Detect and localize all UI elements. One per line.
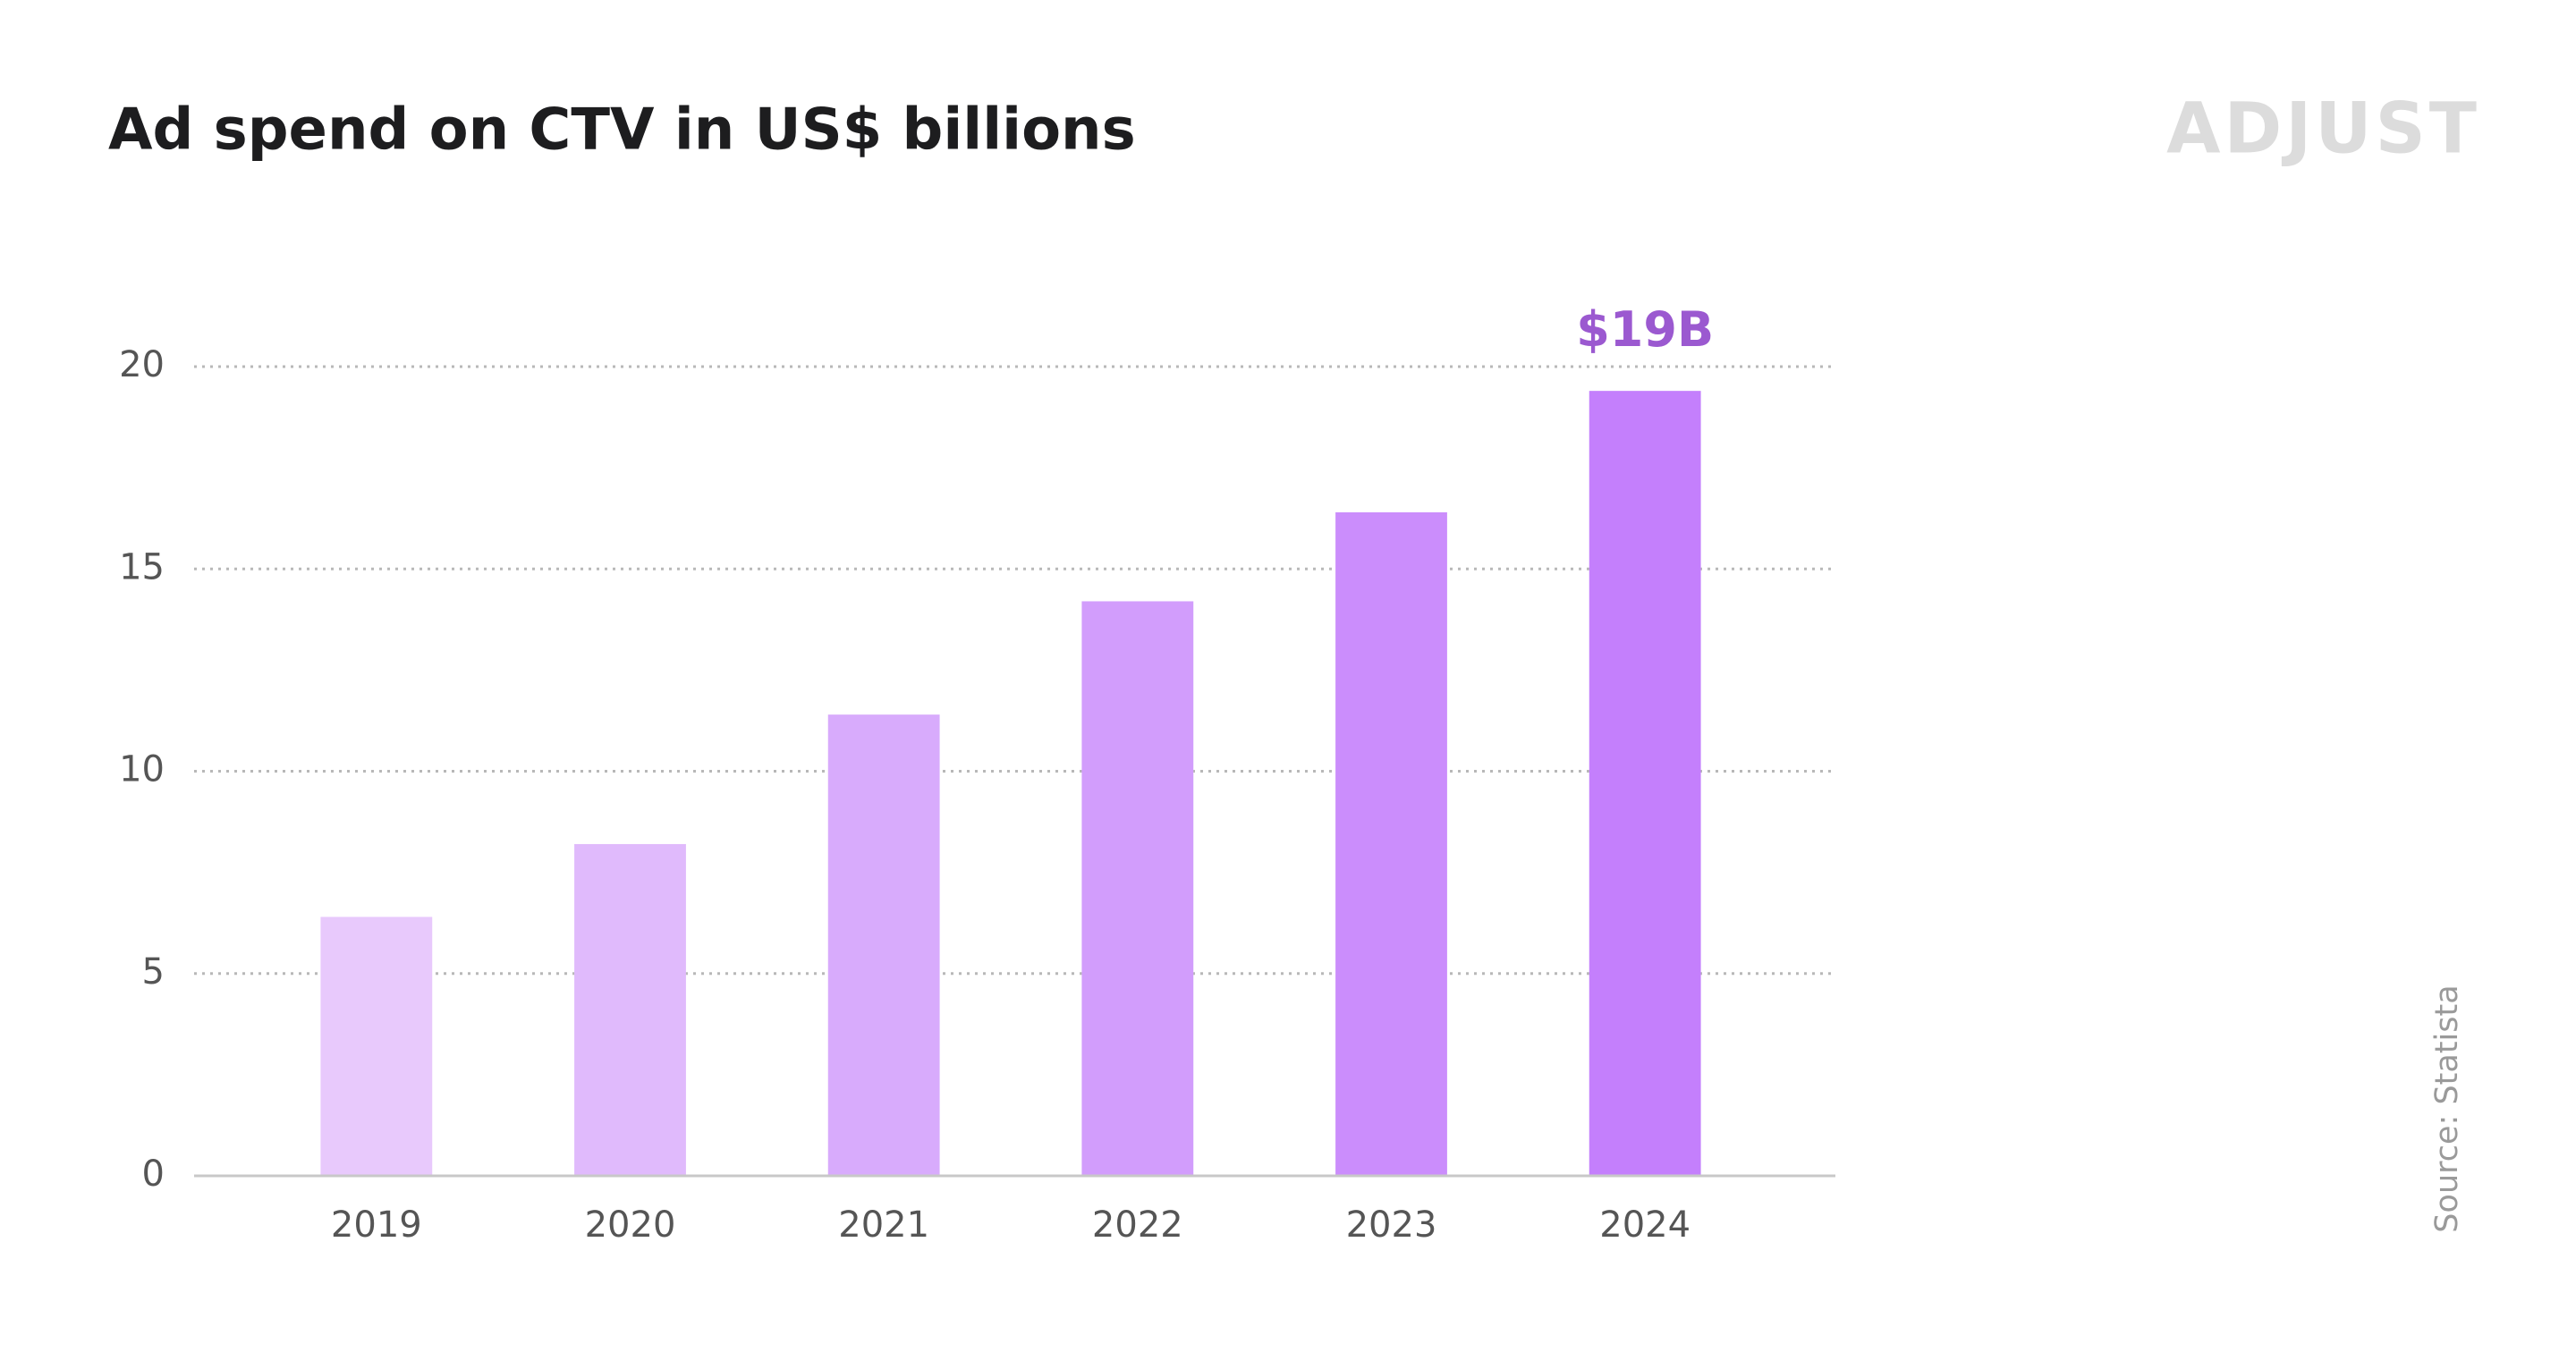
value-label: $19B xyxy=(1576,301,1714,358)
source-note: Source: Statista xyxy=(2429,984,2465,1232)
bar xyxy=(574,843,686,1176)
bar xyxy=(1081,601,1194,1176)
y-tick-label: 0 xyxy=(142,1153,165,1195)
bar xyxy=(1335,511,1447,1176)
y-tick-label: 20 xyxy=(119,344,165,385)
x-tick-label: 2022 xyxy=(1092,1204,1183,1246)
y-tick-label: 5 xyxy=(142,951,165,993)
x-tick-label: 2020 xyxy=(585,1204,676,1246)
y-tick-label: 15 xyxy=(119,546,165,587)
x-tick-label: 2021 xyxy=(838,1204,929,1246)
y-tick-label: 10 xyxy=(119,749,165,790)
brand-logo: ADJUST xyxy=(2166,89,2480,169)
x-tick-label: 2019 xyxy=(331,1204,422,1246)
x-tick-label: 2023 xyxy=(1346,1204,1437,1246)
bar xyxy=(320,917,433,1176)
bar xyxy=(1589,391,1701,1176)
bar xyxy=(827,714,940,1176)
chart-title: Ad spend on CTV in US$ billions xyxy=(108,97,1136,164)
x-tick-label: 2024 xyxy=(1599,1204,1690,1246)
